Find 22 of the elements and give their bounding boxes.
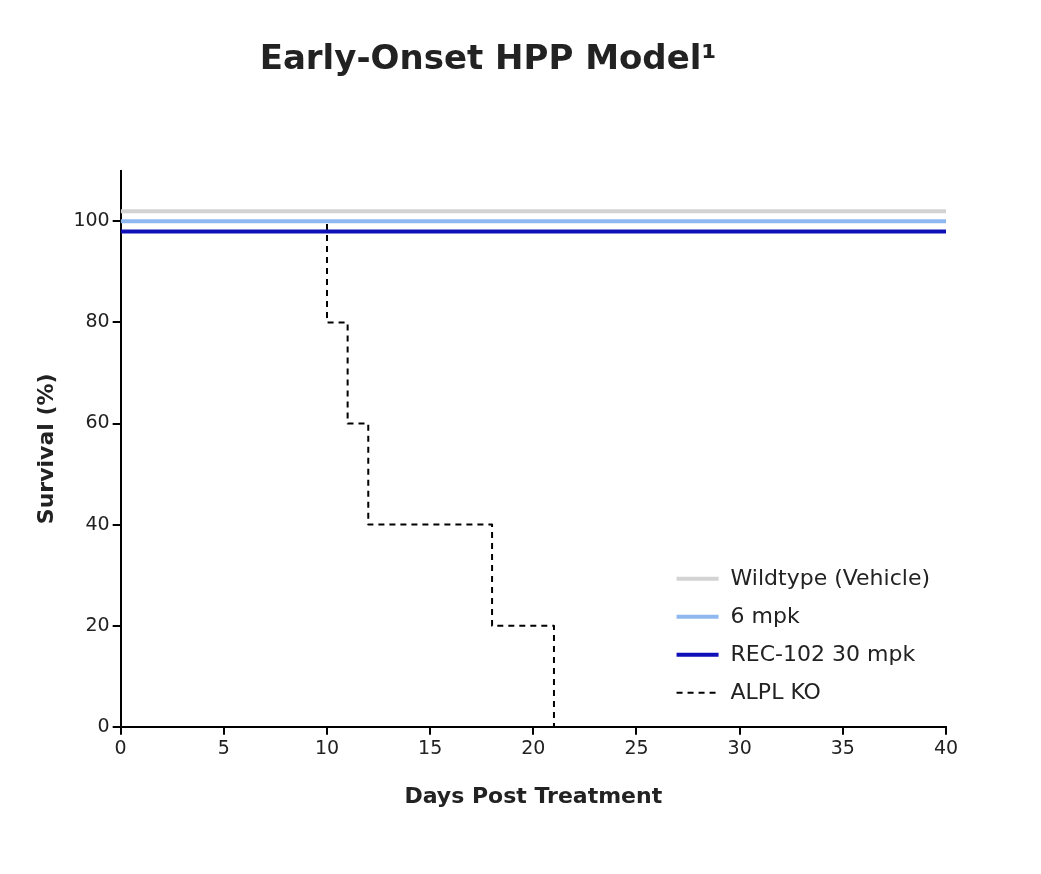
x-tick-label: 40 xyxy=(933,736,959,759)
legend-label: REC-102 30 mpk xyxy=(730,640,916,666)
y-tick-label: 0 xyxy=(97,713,110,736)
legend-label: Wildtype (Vehicle) xyxy=(730,564,931,590)
x-tick-label: 20 xyxy=(521,736,546,759)
x-tick-label: 15 xyxy=(418,736,443,759)
x-tick-label: 35 xyxy=(830,736,855,759)
x-tick-label: 0 xyxy=(114,736,127,759)
x-tick-label: 5 xyxy=(217,736,230,759)
y-tick-label: 20 xyxy=(85,612,110,635)
legend-label: ALPL KO xyxy=(730,678,821,704)
x-tick-label: 10 xyxy=(314,736,340,759)
x-axis-title: Days Post Treatment xyxy=(404,782,663,808)
y-tick-label: 60 xyxy=(85,410,110,433)
y-tick-label: 80 xyxy=(85,309,110,332)
legend-label: 6 mpk xyxy=(730,602,800,628)
chart-title: Early-Onset HPP Model¹ xyxy=(259,37,717,78)
x-tick-label: 30 xyxy=(727,736,752,759)
y-tick-label: 100 xyxy=(73,208,110,231)
x-tick-label: 25 xyxy=(624,736,649,759)
y-tick-label: 40 xyxy=(85,511,110,534)
y-axis-title: Survival (%) xyxy=(32,373,58,525)
